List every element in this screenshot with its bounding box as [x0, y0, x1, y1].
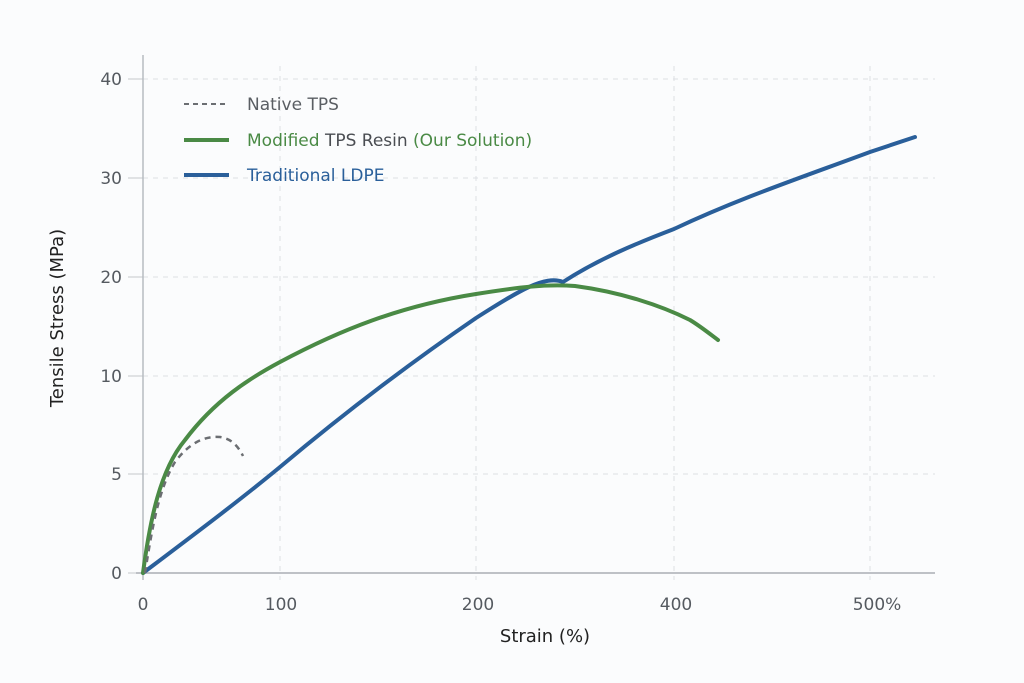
series-native-tps-line [143, 435, 245, 574]
legend-our-solution-words: (Our Solution) [413, 131, 532, 151]
legend: Native TPS Modified TPS Resin (Our Solut… [184, 95, 532, 186]
y-tick-label: 40 [100, 70, 122, 90]
y-tick-label: 30 [100, 169, 122, 189]
x-axis-label: Strain (%) [500, 626, 590, 647]
y-tick-marks [128, 78, 143, 574]
y-tick-labels: 40 30 20 10 5 0 [100, 70, 122, 584]
legend-modified-word: Modified [247, 131, 320, 151]
series-modified-tps-line [141, 283, 720, 575]
x-tick-label: 200 [462, 595, 494, 615]
y-tick-label: 10 [100, 367, 122, 387]
legend-native-tps-label: Native TPS [247, 95, 339, 115]
x-tick-labels: 0 100 200 400 500% [138, 595, 902, 615]
x-tick-label: 100 [265, 595, 297, 615]
y-tick-label: 5 [111, 465, 122, 485]
legend-ldpe-label: Traditional LDPE [246, 166, 384, 186]
x-tick-label: 500% [853, 595, 902, 615]
y-axis-label: Tensile Stress (MPa) [47, 229, 68, 408]
legend-tps-resin-words: TPS Resin [320, 131, 414, 151]
y-tick-label: 0 [111, 564, 122, 584]
legend-modified-tps-label: Modified TPS Resin (Our Solution) [247, 131, 532, 151]
x-tick-label: 0 [138, 595, 149, 615]
x-tick-label: 400 [660, 595, 692, 615]
y-tick-label: 20 [100, 268, 122, 288]
series-ldpe-line [141, 135, 917, 575]
